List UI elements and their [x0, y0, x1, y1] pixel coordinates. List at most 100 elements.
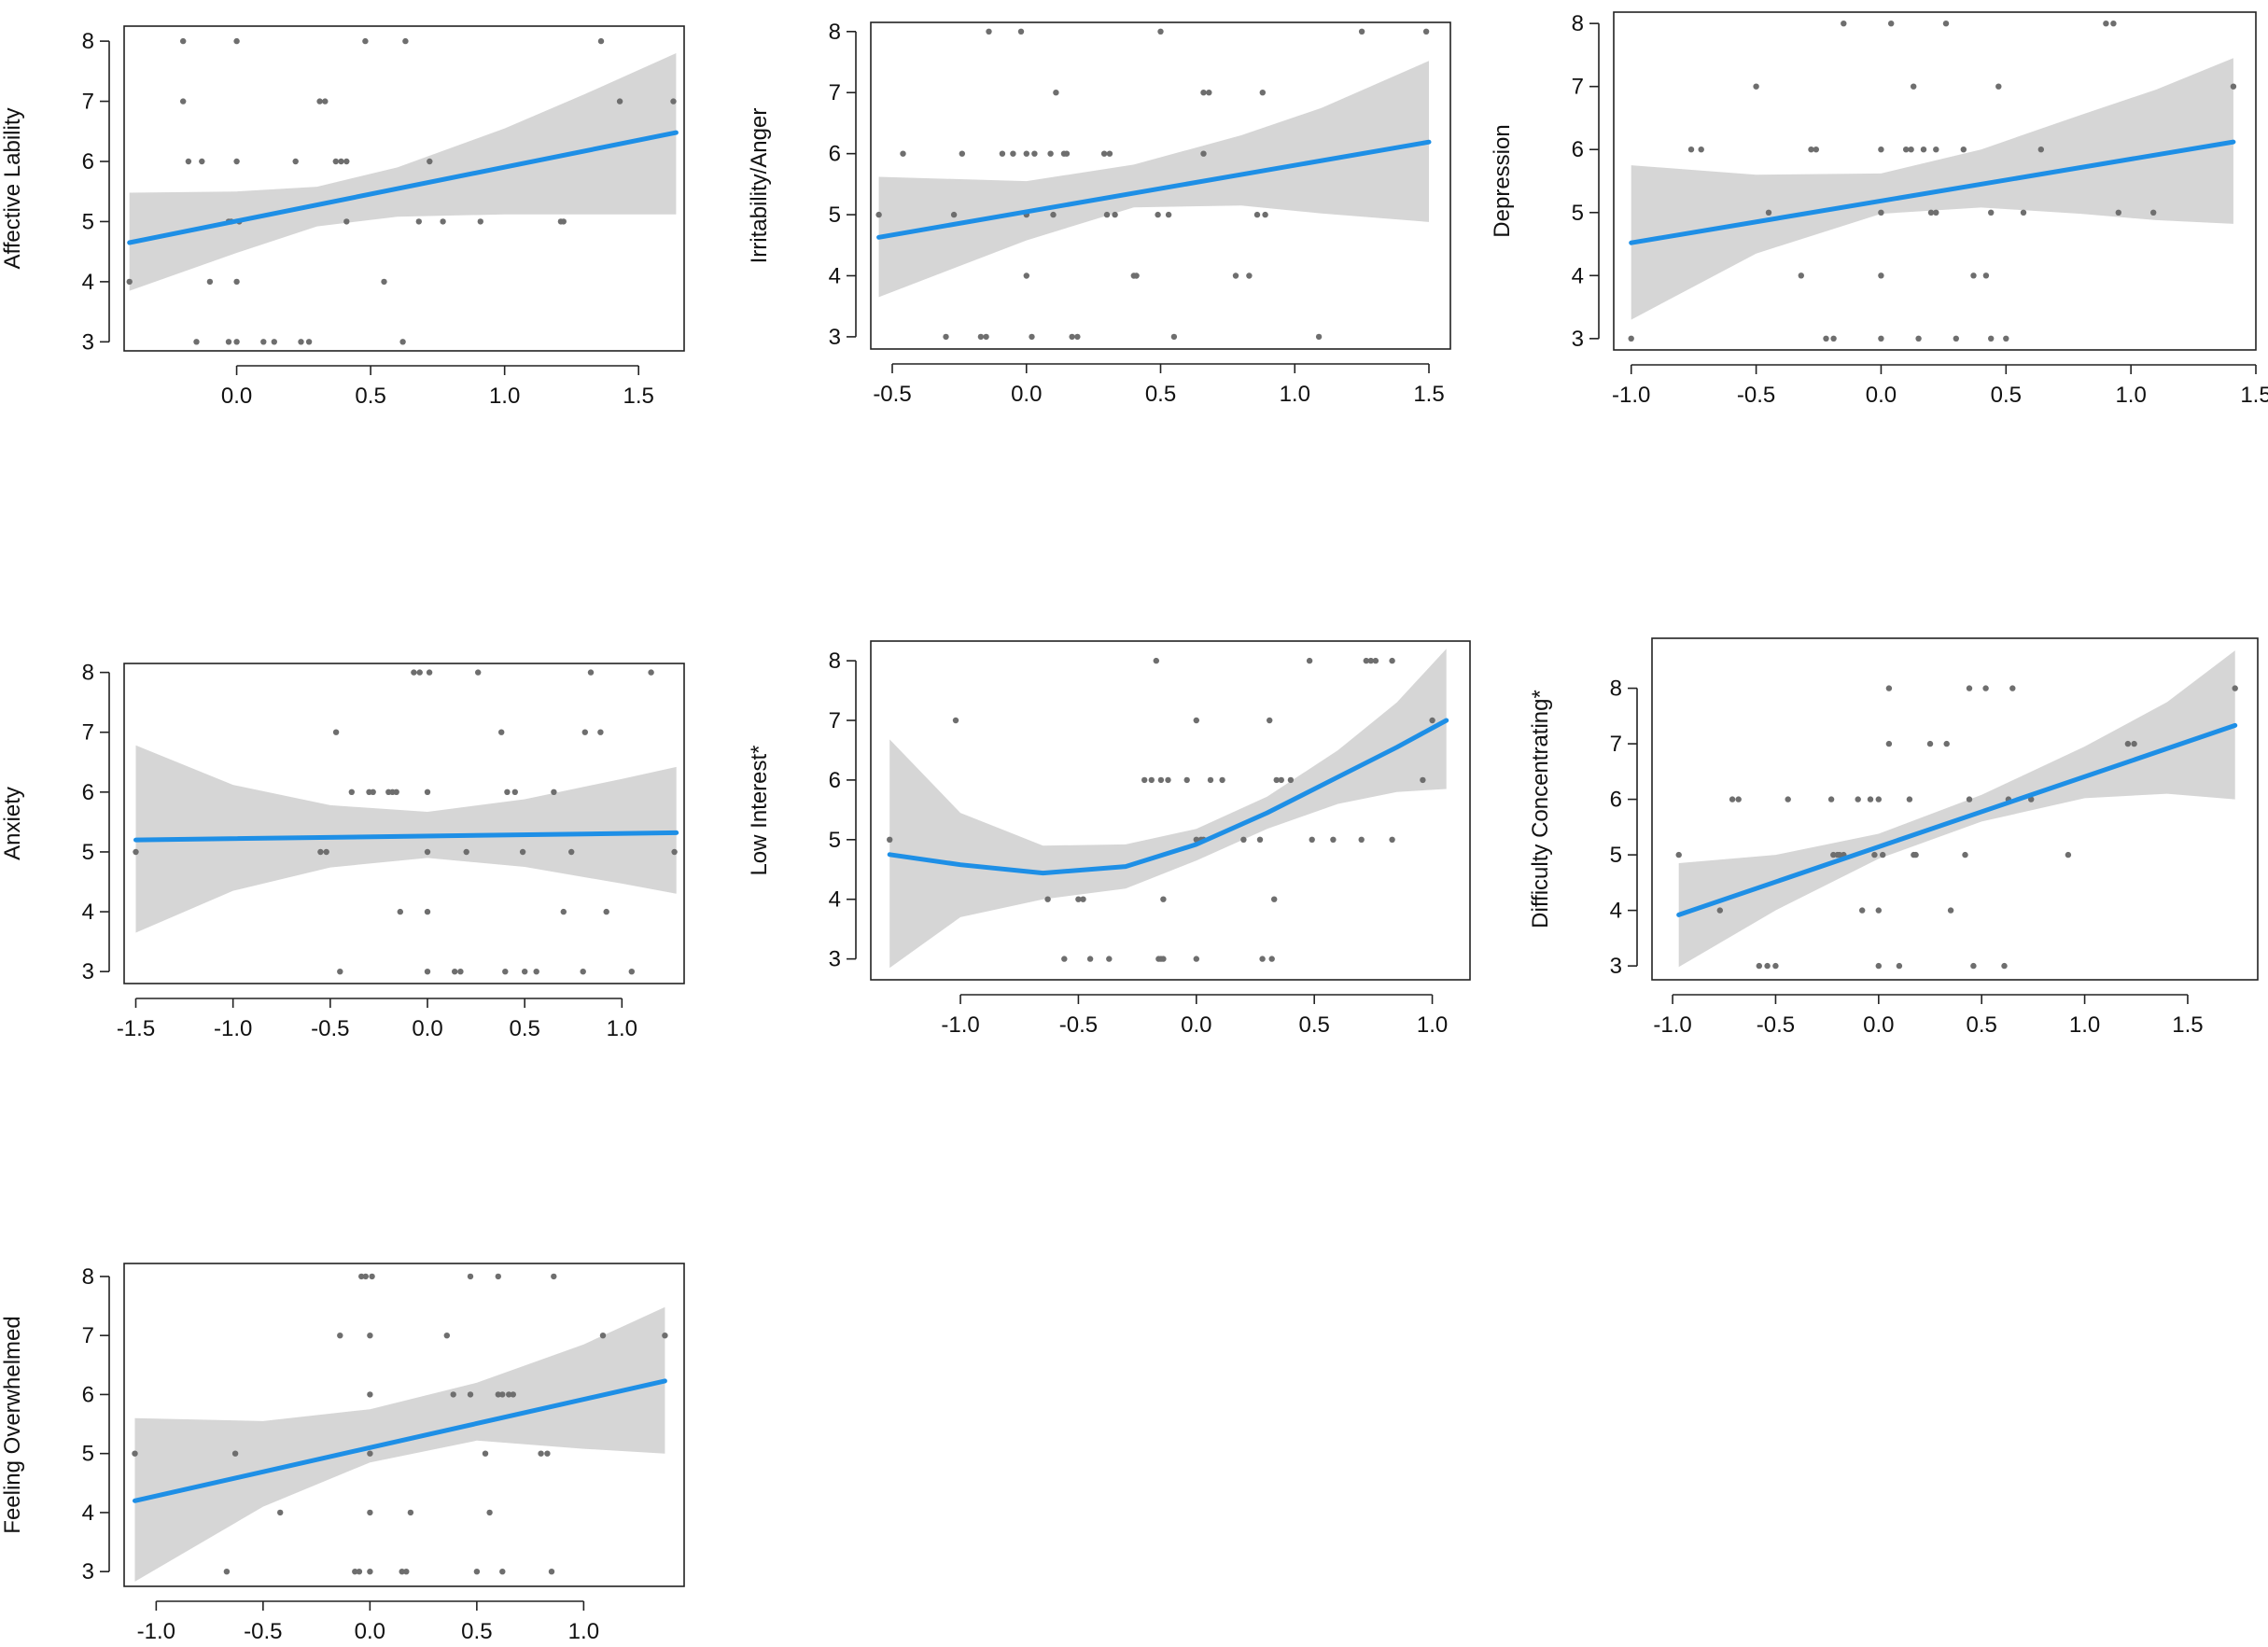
data-point — [416, 669, 423, 676]
data-point — [133, 848, 139, 856]
y-tick-label: 4 — [829, 263, 841, 288]
x-tick-label: 1.0 — [568, 1619, 599, 1644]
data-point — [952, 717, 959, 724]
data-point — [323, 848, 329, 856]
data-point — [1429, 717, 1435, 724]
data-point — [1970, 962, 1977, 970]
data-point — [411, 669, 417, 676]
data-point — [403, 1569, 410, 1575]
data-point — [1183, 776, 1190, 784]
y-tick-label: 6 — [1610, 788, 1622, 813]
data-point — [332, 729, 340, 735]
plot-frame — [1613, 11, 2257, 351]
data-point — [499, 1569, 506, 1575]
data-point — [206, 278, 214, 286]
panel-depression: 3 4 5 6 7 8 -1.0 -0.5 0.0 0.5 1.0 1.5 Depression — [1490, 11, 2268, 408]
x-tick-label: 0.5 — [1298, 1012, 1329, 1038]
x-tick-label: 1.0 — [607, 1016, 637, 1041]
y-tick-label: 7 — [82, 1323, 94, 1348]
confidence-band — [1678, 650, 2235, 968]
data-point — [1170, 333, 1178, 341]
data-point — [1765, 209, 1772, 216]
data-point — [1165, 776, 1171, 784]
data-point — [986, 28, 992, 35]
x-tick-label: 0.5 — [1145, 382, 1176, 407]
data-point — [519, 848, 526, 856]
data-point — [1885, 685, 1893, 691]
data-point — [1157, 28, 1164, 35]
panel-irritability-anger: 3 4 5 6 7 8 -0.5 0.0 0.5 1.0 1.5 Irritability/Anger — [747, 20, 1451, 407]
data-point — [1920, 147, 1927, 153]
x-tick-label: 1.0 — [2069, 1012, 2100, 1038]
fit-line — [887, 718, 1449, 876]
data-point — [1785, 796, 1791, 803]
data-point — [424, 848, 431, 856]
data-point — [1287, 776, 1295, 784]
data-point — [1259, 956, 1266, 962]
data-point — [1836, 851, 1843, 858]
data-point — [1878, 272, 1884, 279]
data-point — [551, 1273, 557, 1280]
x-tick-label: -0.5 — [244, 1619, 282, 1644]
data-point — [1841, 21, 1847, 27]
data-point — [1808, 147, 1814, 153]
data-point — [1878, 335, 1884, 342]
data-point — [225, 339, 232, 345]
y-tick-label: 8 — [829, 649, 841, 674]
data-point — [199, 158, 205, 165]
data-point — [233, 339, 240, 345]
panel-affective-lability: 3 4 5 6 7 8 0.0 0.5 1.0 1.5 Affective Lability — [0, 25, 685, 409]
y-tick-label: 5 — [82, 840, 94, 865]
y-tick-label: 8 — [829, 20, 841, 45]
data-point — [1716, 907, 1724, 914]
data-point — [1256, 836, 1264, 843]
data-point — [1315, 333, 1323, 341]
data-point — [1133, 272, 1140, 279]
data-point — [477, 218, 483, 225]
data-point — [1157, 776, 1165, 784]
data-point — [1880, 851, 1886, 858]
data-point — [1103, 211, 1111, 218]
x-tick-label: 0.0 — [221, 384, 252, 409]
data-point — [338, 158, 344, 165]
data-point — [1262, 211, 1268, 218]
data-point — [399, 1569, 405, 1575]
x-tick-label: -1.5 — [117, 1016, 155, 1041]
data-point — [1148, 776, 1155, 784]
data-point — [1023, 272, 1030, 279]
panel-anxiety: 3 4 5 6 7 8 -1.5 -1.0 -0.5 0.0 0.5 1.0 Anxiety — [0, 661, 685, 1041]
data-point — [1942, 21, 1950, 27]
data-point — [1827, 796, 1835, 803]
data-point — [233, 158, 240, 165]
data-point — [548, 1569, 555, 1575]
data-point — [1875, 796, 1883, 803]
data-point — [427, 158, 433, 165]
y-tick-label: 7 — [1610, 732, 1622, 757]
data-point — [1962, 851, 1968, 858]
data-point — [1960, 147, 1967, 153]
data-point — [983, 333, 989, 341]
data-point — [544, 1450, 551, 1457]
data-point — [397, 908, 403, 915]
data-point — [1995, 83, 2002, 90]
data-point — [185, 158, 192, 165]
data-point — [568, 848, 575, 856]
data-point — [1278, 776, 1285, 784]
x-tick-label: 0.5 — [1967, 1012, 1997, 1038]
y-tick-label: 5 — [829, 828, 841, 853]
data-point — [1698, 147, 1704, 153]
data-point — [1141, 776, 1148, 784]
data-point — [511, 789, 518, 795]
data-point — [900, 150, 906, 157]
x-tick-label: 0.0 — [355, 1619, 385, 1644]
data-point — [1273, 776, 1280, 784]
x-tick-label: 1.0 — [2115, 383, 2146, 408]
data-point — [1830, 851, 1837, 858]
data-point — [233, 278, 240, 286]
data-point — [358, 1273, 365, 1280]
data-point — [2232, 685, 2238, 691]
data-point — [1372, 657, 1379, 664]
data-point — [407, 1509, 414, 1516]
confidence-band — [878, 61, 1429, 298]
